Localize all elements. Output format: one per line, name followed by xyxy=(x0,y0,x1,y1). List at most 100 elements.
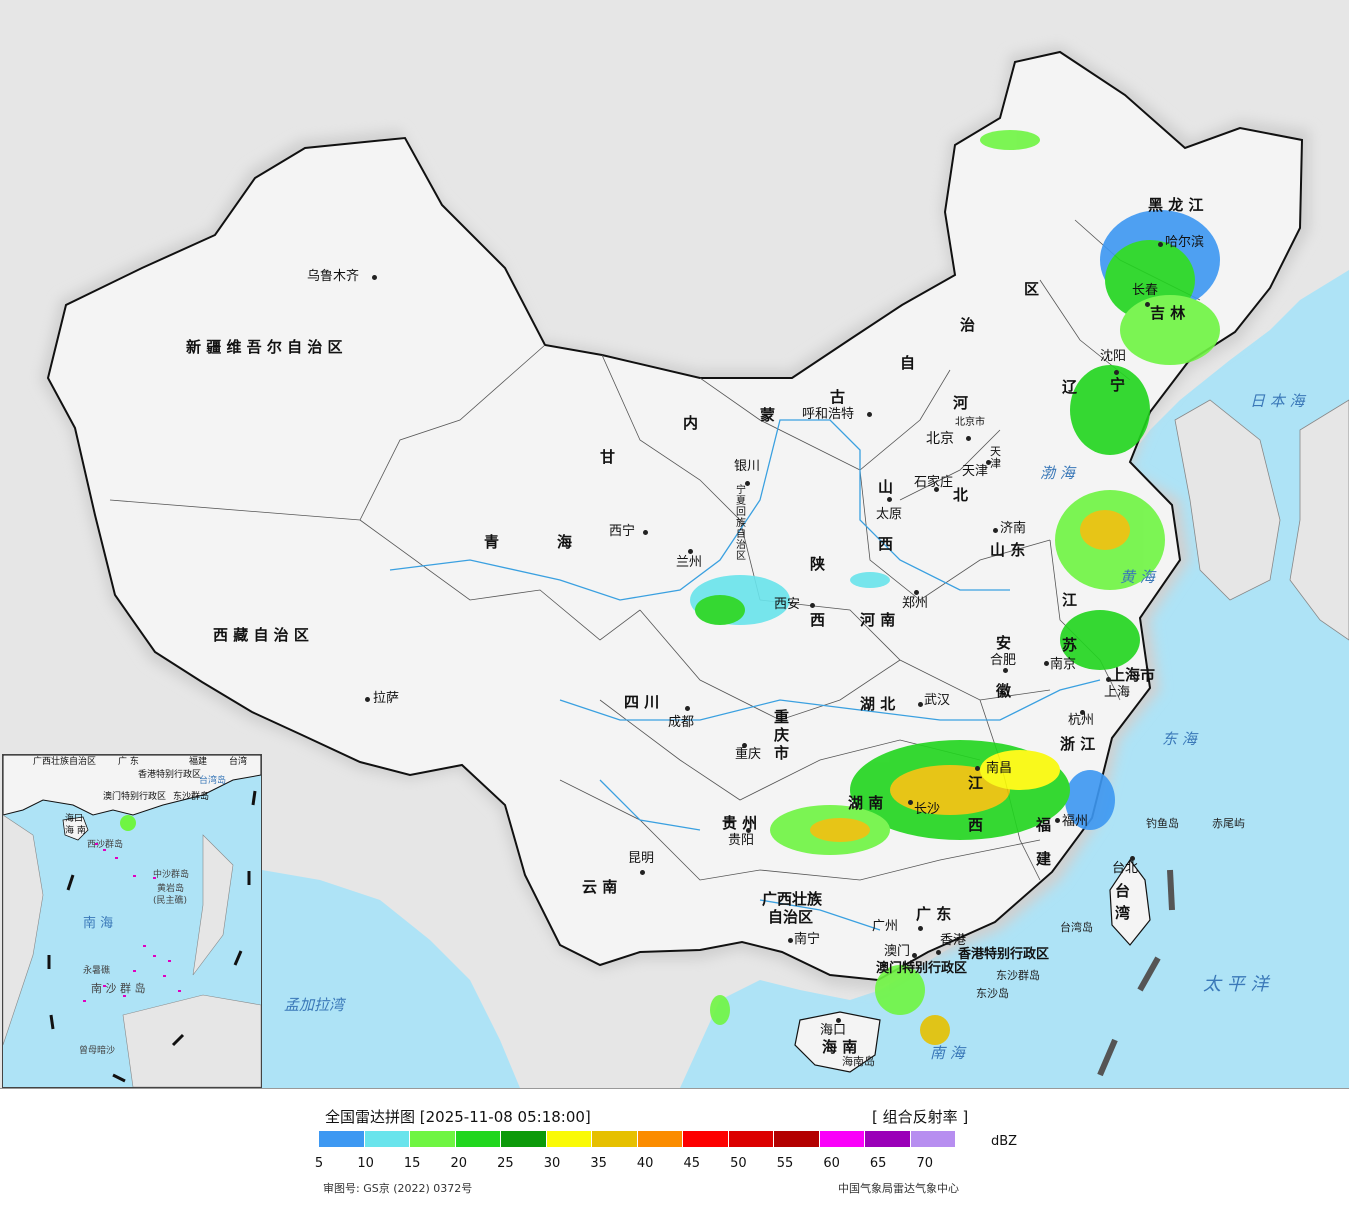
label-tianjin-prov: 天津 xyxy=(990,445,1001,470)
isl-dongsha-islands: 东沙群岛 xyxy=(996,969,1040,982)
dot-shenyang xyxy=(1114,370,1119,375)
city-changchun: 长春 xyxy=(1132,283,1159,298)
city-kunming: 昆明 xyxy=(628,851,655,866)
city-guangzhou: 广州 xyxy=(872,919,899,934)
scale-tick: 55 xyxy=(776,1156,794,1171)
inset-dongsha: 东沙群岛 xyxy=(173,792,210,802)
label-anhui-1: 安 xyxy=(996,634,1012,652)
inset-guangxi: 广西壮族自治区 xyxy=(33,757,97,767)
label-liaoning-2: 宁 xyxy=(1110,376,1126,394)
city-changsha: 长沙 xyxy=(914,802,941,817)
inset-south-china-sea: 广西壮族自治区 广 东 福建 台湾 香港特别行政区 澳门特别行政区 台湾岛 东沙… xyxy=(2,754,262,1088)
hainan-land xyxy=(794,1011,881,1073)
sea-east: 东 海 xyxy=(1162,730,1197,748)
scale-tick: 20 xyxy=(450,1156,468,1171)
color-swatch-9 xyxy=(728,1131,774,1147)
city-yinchuan: 银川 xyxy=(734,459,761,474)
inset-dashes xyxy=(47,790,257,1083)
label-heilongjiang: 黑 龙 江 xyxy=(1148,196,1204,214)
label-gansu: 甘 xyxy=(600,448,616,466)
isl-diaoyu: 钓鱼岛 xyxy=(1146,817,1179,830)
city-fuzhou: 福州 xyxy=(1062,814,1089,829)
inset-islands xyxy=(83,843,181,1002)
dot-changsha xyxy=(908,800,913,805)
label-neimenggu-2: 蒙 xyxy=(760,406,776,424)
label-guangxi-1: 广西壮族 xyxy=(762,890,823,908)
scale-tick: 65 xyxy=(869,1156,887,1171)
city-hefei: 合肥 xyxy=(990,653,1017,668)
inset-canvas xyxy=(3,755,261,1087)
dot-guangzhou xyxy=(918,926,923,931)
inset-hk: 香港特别行政区 xyxy=(138,770,202,780)
unit-label: dBZ xyxy=(991,1134,1018,1149)
inset-nansha: 南 沙 群 岛 xyxy=(91,982,146,995)
label-hk: 香港特别行政区 xyxy=(958,947,1050,962)
ocean xyxy=(680,270,1349,1088)
inset-yongshu: 永暑礁 xyxy=(83,966,111,976)
dot-taiyuan xyxy=(887,497,892,502)
scale-tick: 40 xyxy=(636,1156,654,1171)
city-shanghai: 上海 xyxy=(1104,685,1131,700)
city-zhengzhou: 郑州 xyxy=(902,596,929,611)
korea-land xyxy=(1174,399,1281,601)
label-neimenggu-4: 自 xyxy=(900,354,916,372)
dot-xining xyxy=(643,530,648,535)
label-neimenggu-3: 古 xyxy=(830,388,846,406)
sea-japan: 日 本 海 xyxy=(1250,392,1305,410)
city-chengdu: 成都 xyxy=(668,715,695,730)
label-hebei-1: 河 xyxy=(953,394,969,412)
agency-name: 中国气象局雷达气象中心 xyxy=(838,1182,959,1195)
label-jiangxi-1: 江 xyxy=(968,774,984,792)
dot-taipei xyxy=(1130,856,1135,861)
label-jiangxi-2: 西 xyxy=(968,816,984,834)
label-shanxi-2: 西 xyxy=(878,535,894,553)
dot-hongkong xyxy=(936,950,941,955)
label-chongqing: 重庆市 xyxy=(774,708,790,762)
label-beijing-prov: 北京市 xyxy=(955,417,985,428)
isl-hainan: 海南岛 xyxy=(842,1055,875,1068)
label-xizang: 西 藏 自 治 区 xyxy=(213,626,309,644)
inset-zhongsha: 中沙群岛 xyxy=(153,870,190,880)
city-chongqing: 重庆 xyxy=(735,747,762,762)
dot-beijing xyxy=(966,436,971,441)
approval-number: 审图号: GS京 (2022) 0372号 xyxy=(323,1182,473,1195)
dot-nanjing xyxy=(1044,661,1049,666)
dot-zhengzhou xyxy=(914,590,919,595)
label-henan: 河 南 xyxy=(860,611,896,629)
isl-taiwan: 台湾岛 xyxy=(1060,921,1093,934)
color-swatch-4 xyxy=(501,1131,547,1147)
label-sichuan: 四 川 xyxy=(624,693,660,711)
label-fujian-1: 福 xyxy=(1036,816,1052,834)
taiwan-land xyxy=(1109,858,1151,946)
city-urumqi: 乌鲁木齐 xyxy=(307,269,360,284)
city-guiyang: 贵阳 xyxy=(728,833,755,848)
scale-tick: 5 xyxy=(314,1156,324,1171)
dot-guiyang xyxy=(746,828,751,833)
dot-hohhot xyxy=(867,412,872,417)
dot-jinan xyxy=(993,528,998,533)
color-swatch-5 xyxy=(546,1131,592,1147)
city-hangzhou: 杭州 xyxy=(1068,713,1095,728)
city-hongkong: 香港 xyxy=(940,933,967,948)
label-guangxi-2: 自治区 xyxy=(768,908,814,926)
label-shanghai-prov: 上海市 xyxy=(1110,666,1156,684)
color-swatch-10 xyxy=(774,1131,820,1147)
dot-tianjin xyxy=(986,460,991,465)
city-jinan: 济南 xyxy=(1000,521,1027,536)
inset-hainan xyxy=(62,816,89,841)
legend-panel xyxy=(0,1089,1349,1208)
label-qinghai-1: 青 xyxy=(484,533,500,551)
label-hainan: 海 南 xyxy=(822,1038,858,1056)
city-xining: 西宁 xyxy=(609,524,636,539)
inset-philippines xyxy=(192,834,234,976)
radar-echoes xyxy=(690,130,1220,1045)
label-guizhou: 贵 州 xyxy=(722,814,758,832)
city-taipei: 台北 xyxy=(1112,861,1139,876)
city-tianjin: 天津 xyxy=(962,464,989,479)
scale-tick: 15 xyxy=(403,1156,421,1171)
map-canvas xyxy=(40,45,1349,1088)
dot-haikou xyxy=(836,1018,841,1023)
inset-borneo xyxy=(122,994,261,1087)
dot-kunming xyxy=(640,870,645,875)
label-hubei: 湖 北 xyxy=(860,695,896,713)
